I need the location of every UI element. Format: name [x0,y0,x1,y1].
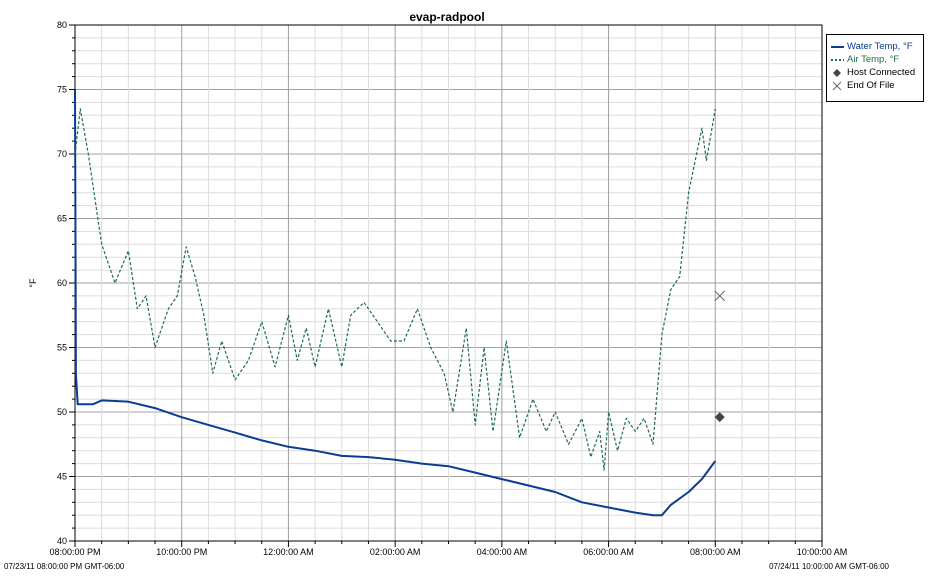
end-of-file-marker [714,290,726,302]
series-line [74,89,717,517]
x-tick-label: 12:00:00 AM [263,547,314,557]
x-tick-label: 10:00:00 AM [797,547,848,557]
diamond-icon [833,69,841,77]
legend-label: End Of File [847,80,895,91]
series-host-connected [714,412,725,423]
x-axis: 08:00:00 PM 10:00:00 PM 12:00:00 AM 02:00:0… [49,541,847,557]
x-tick-label: 04:00:00 AM [477,547,528,557]
y-tick-label: 55 [57,343,67,353]
series-air-temp-f [74,108,716,471]
x-mark-icon [832,81,842,91]
chart-title: evap-radpool [409,10,484,24]
series-layer [74,89,726,517]
series-line [74,108,716,471]
series-end-of-file [714,290,726,302]
y-tick-label: 75 [57,85,67,95]
host-connected-marker [714,412,725,423]
y-tick-label: 80 [57,20,67,30]
dotted-line-icon [831,59,844,61]
x-tick-label: 06:00:00 AM [583,547,634,557]
y-tick-label: 45 [57,472,67,482]
y-tick-label: 70 [57,149,67,159]
series-water-temp-f [74,89,717,517]
grid [75,25,822,541]
x-tick-label: 08:00:00 PM [49,547,100,557]
legend-label: Air Temp, °F [847,54,900,65]
y-axis: 40 45 50 55 60 65 70 75 80 [57,20,75,546]
range-end-label: 07/24/11 10:00:00 AM GMT-06:00 [769,562,889,571]
legend-label: Water Temp, °F [847,41,913,52]
x-tick-label: 02:00:00 AM [370,547,421,557]
x-tick-label: 10:00:00 PM [156,547,207,557]
y-tick-label: 40 [57,536,67,546]
y-axis-label: °F [28,278,38,288]
solid-line-icon [831,46,844,48]
range-start-label: 07/23/11 08:00:00 PM GMT-06:00 [4,562,125,571]
legend: Water Temp, °F Air Temp, °F Host Connect… [826,34,924,102]
y-tick-label: 50 [57,407,67,417]
x-tick-label: 08:00:00 AM [690,547,741,557]
legend-label: Host Connected [847,67,916,78]
y-tick-label: 60 [57,278,67,288]
y-tick-label: 65 [57,214,67,224]
